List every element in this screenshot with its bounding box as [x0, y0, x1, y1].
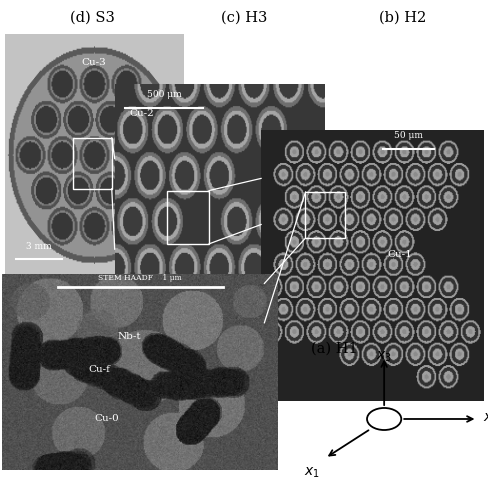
Text: STEM HAADF    1 μm: STEM HAADF 1 μm — [99, 274, 182, 281]
Text: Cu-2: Cu-2 — [129, 109, 154, 118]
Bar — [167, 191, 209, 244]
Text: Cu-3: Cu-3 — [81, 58, 106, 67]
Text: (b) H2: (b) H2 — [379, 11, 426, 24]
Text: 500 μm: 500 μm — [146, 90, 182, 99]
Text: (a) H1: (a) H1 — [311, 342, 358, 356]
Text: Cu-0: Cu-0 — [95, 414, 120, 423]
Text: $x_1$: $x_1$ — [304, 466, 320, 480]
Text: 50 μm: 50 μm — [394, 131, 423, 140]
Text: $x_3$: $x_3$ — [376, 349, 392, 364]
Text: Nb-t: Nb-t — [118, 332, 141, 340]
Text: Cu-f: Cu-f — [88, 365, 110, 374]
Bar — [73, 138, 112, 189]
Text: (d) S3: (d) S3 — [70, 11, 115, 24]
Text: $x_2$: $x_2$ — [483, 412, 488, 426]
Bar — [305, 192, 346, 238]
Text: (c) H3: (c) H3 — [221, 11, 267, 24]
Text: 3 mm: 3 mm — [26, 242, 52, 252]
Text: Cu-1: Cu-1 — [387, 250, 412, 259]
